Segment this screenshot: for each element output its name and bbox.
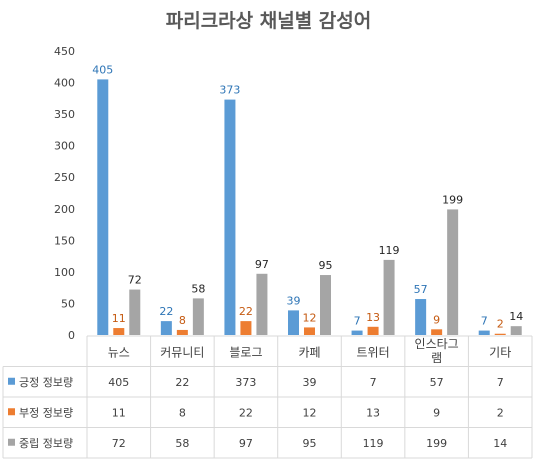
y-tick-label: 200: [54, 203, 75, 216]
table-value: 57: [430, 376, 444, 389]
data-label: 199: [442, 193, 463, 206]
category-label: 램: [431, 351, 442, 365]
bar-1: [351, 330, 363, 335]
table-value: 95: [303, 437, 317, 450]
y-tick-label: 100: [54, 266, 75, 279]
y-tick-label: 0: [68, 329, 75, 342]
bar-2: [304, 327, 315, 335]
data-label: 13: [366, 311, 380, 324]
bar-2: [494, 333, 506, 335]
category-label: 기타: [489, 345, 511, 359]
legend-label: 긍정 정보량: [19, 376, 73, 389]
category-label: 카페: [298, 345, 320, 359]
data-label: 14: [509, 310, 523, 323]
y-tick-label: 250: [54, 171, 75, 184]
table-value: 8: [179, 406, 186, 419]
table-value: 199: [426, 437, 447, 450]
data-label: 7: [354, 315, 361, 328]
bar-2: [176, 329, 188, 335]
data-label: 97: [255, 258, 269, 271]
legend-key-3: [8, 438, 15, 446]
bar-3: [447, 209, 459, 335]
bar-1: [478, 330, 490, 335]
category-label: 인스타그: [415, 337, 459, 351]
data-label: 58: [191, 282, 205, 295]
y-tick-label: 300: [54, 140, 75, 153]
table-value: 7: [497, 376, 504, 389]
table-value: 9: [433, 406, 440, 419]
y-tick-label: 400: [54, 77, 75, 90]
table-value: 14: [493, 437, 507, 450]
bar-2: [431, 329, 443, 335]
legend-key-2: [8, 408, 15, 416]
data-label: 95: [319, 259, 333, 272]
data-label: 405: [92, 63, 113, 76]
data-label: 119: [379, 244, 400, 257]
category-label: 뉴스: [108, 345, 130, 359]
data-label: 39: [287, 294, 301, 307]
data-label: 7: [481, 315, 488, 328]
bar-3: [256, 273, 268, 335]
bar-3: [510, 326, 522, 335]
y-tick-label: 50: [61, 297, 75, 310]
table-value: 12: [303, 406, 317, 419]
bar-1: [415, 299, 427, 335]
legend-label: 부정 정보량: [19, 406, 73, 419]
table-value: 72: [112, 437, 126, 450]
legend-key-1: [8, 377, 15, 385]
table-value: 7: [370, 376, 377, 389]
bar-1: [288, 310, 299, 335]
y-tick-label: 450: [54, 45, 75, 58]
table-value: 97: [239, 437, 253, 450]
category-label: 블로그: [229, 345, 262, 359]
y-tick-label: 350: [54, 108, 75, 121]
bar-2: [367, 326, 379, 335]
table-value: 119: [363, 437, 384, 450]
chart-title: 파리크라상 채널별 감성어: [165, 10, 372, 32]
table-value: 13: [366, 406, 380, 419]
data-label: 72: [128, 274, 142, 287]
y-tick-label: 150: [54, 234, 75, 247]
legend-label: 중립 정보량: [19, 437, 73, 450]
data-label: 57: [414, 283, 428, 296]
data-label: 22: [239, 305, 253, 318]
data-label: 373: [219, 84, 240, 97]
bar-1: [160, 321, 172, 335]
bar-3: [129, 289, 141, 335]
table-value: 373: [235, 376, 256, 389]
category-label: 커뮤니티: [160, 345, 204, 359]
bar-2: [240, 321, 252, 335]
bar-3: [383, 259, 395, 335]
table-value: 39: [303, 376, 317, 389]
category-label: 트위터: [357, 345, 390, 359]
data-label: 9: [433, 313, 440, 326]
bar-1: [97, 79, 109, 336]
data-label: 12: [303, 311, 317, 324]
table-value: 405: [108, 376, 129, 389]
data-label: 2: [497, 318, 504, 331]
table-value: 22: [239, 406, 253, 419]
data-label: 8: [179, 314, 186, 327]
table-value: 58: [175, 437, 189, 450]
data-label: 22: [159, 305, 173, 318]
bar-3: [320, 275, 331, 335]
bar-2: [113, 328, 125, 335]
table-value: 11: [112, 406, 126, 419]
bar-3: [192, 298, 204, 335]
data-label: 11: [112, 312, 126, 325]
bar-1: [224, 99, 236, 336]
table-value: 22: [175, 376, 189, 389]
table-value: 2: [497, 406, 504, 419]
